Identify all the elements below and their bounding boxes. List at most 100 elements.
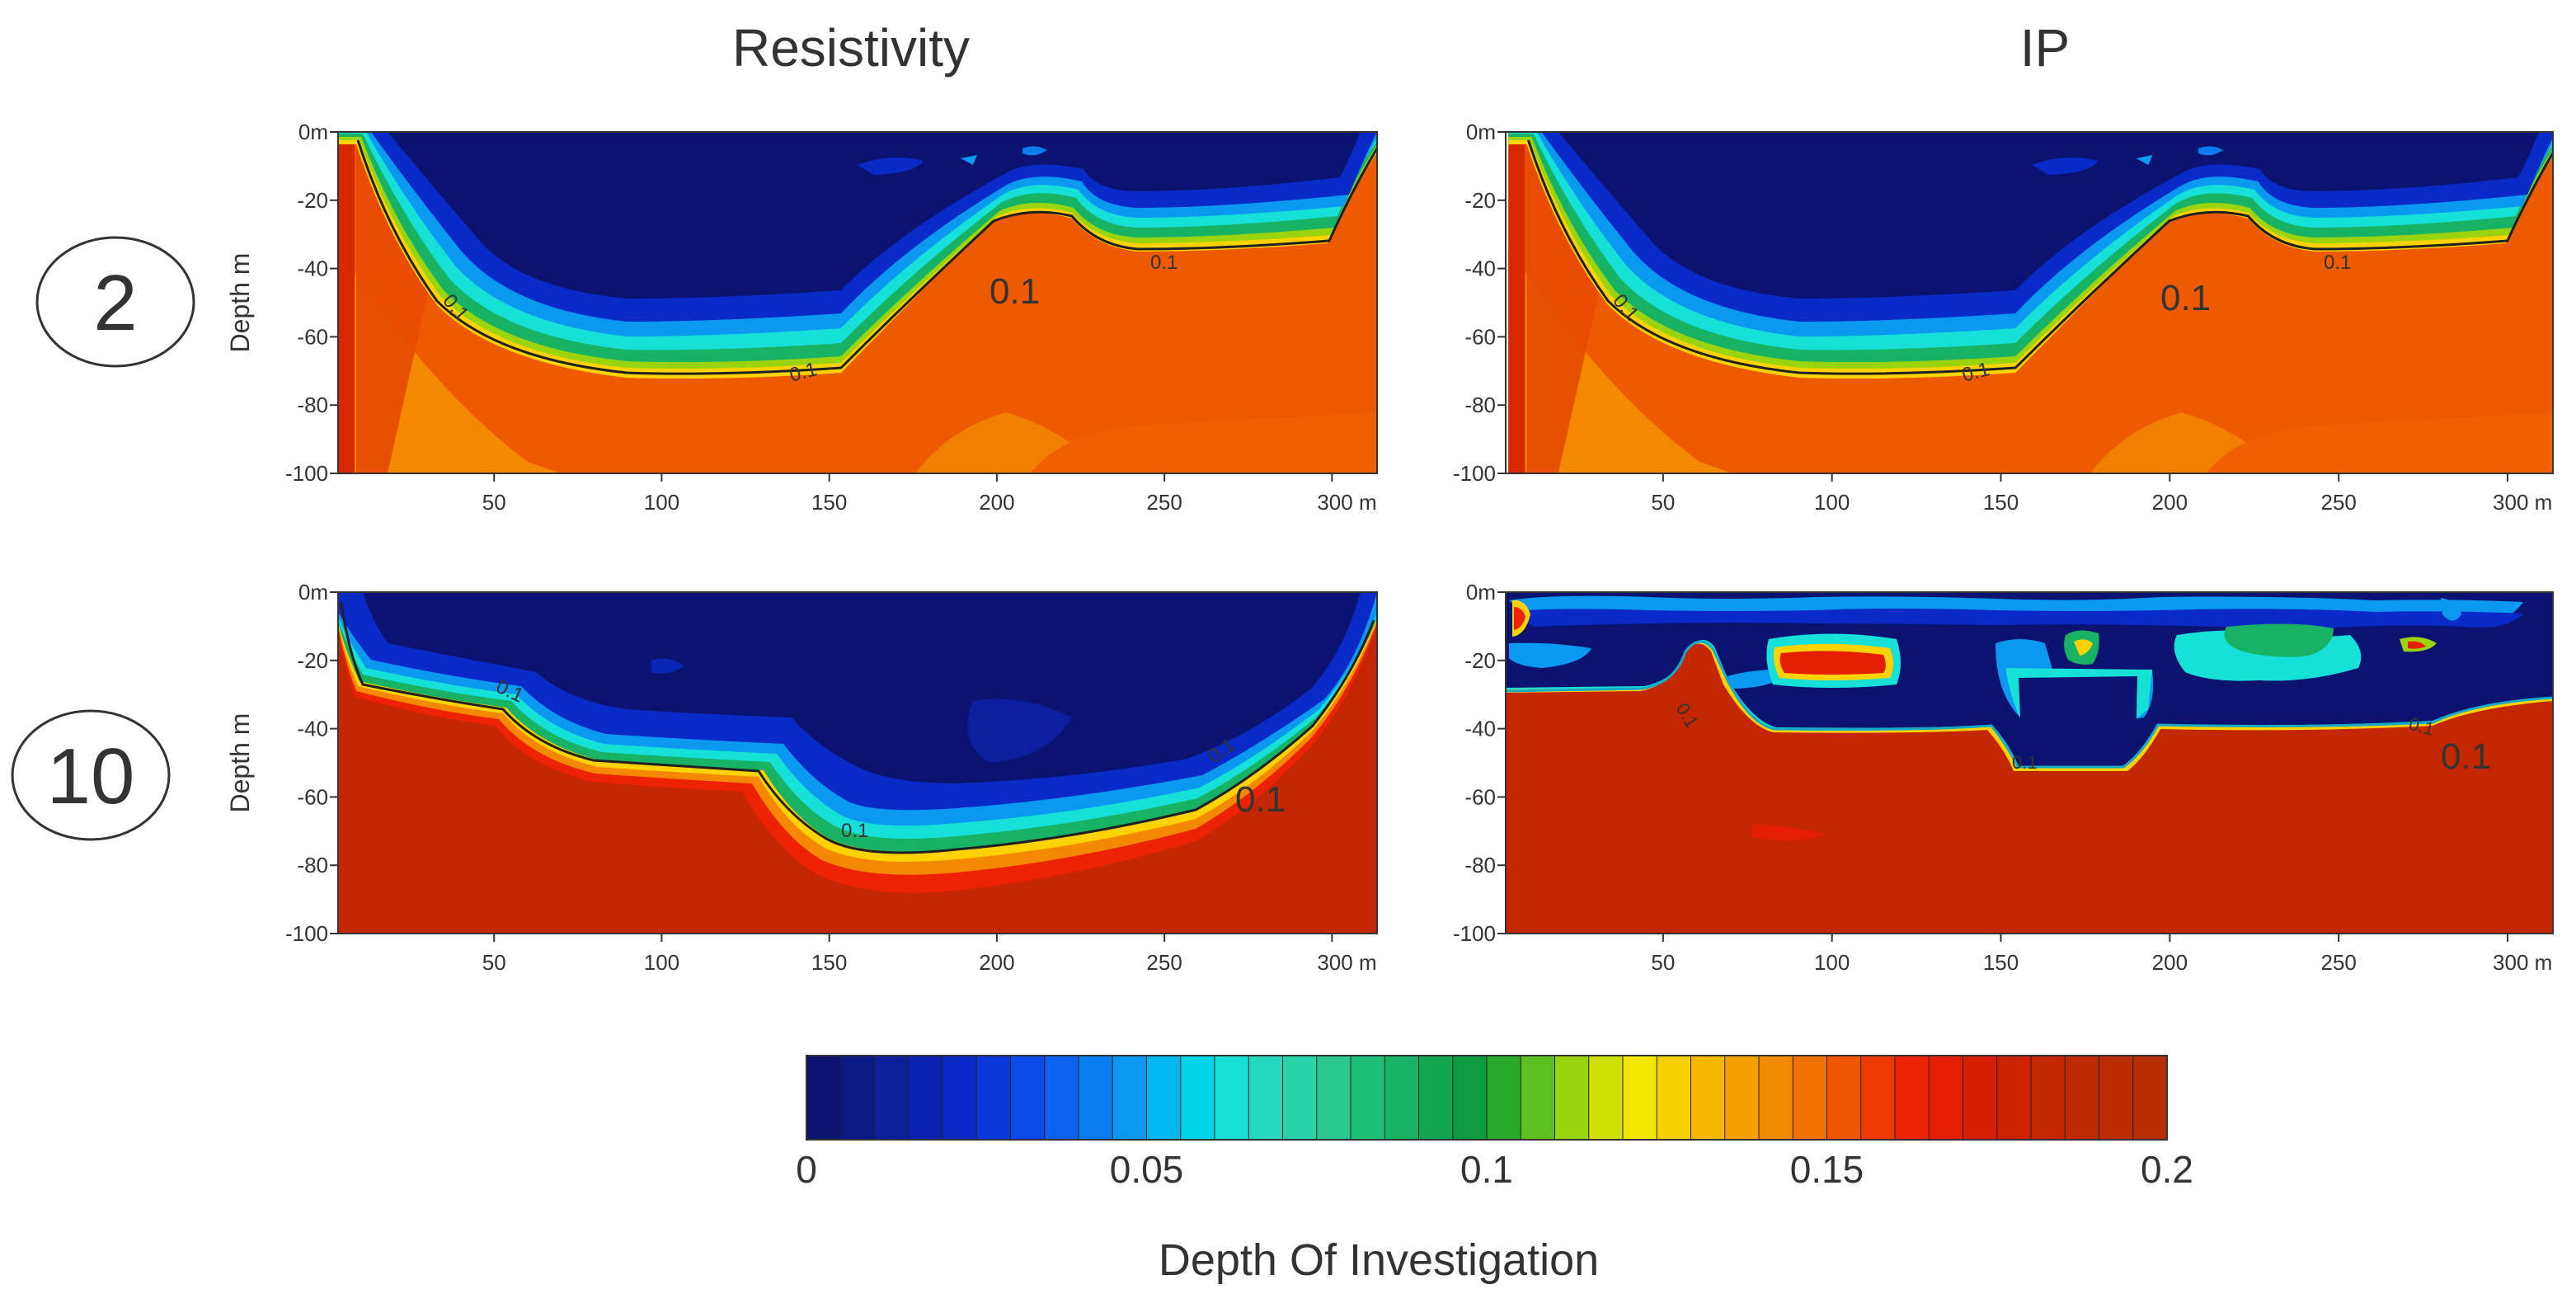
x-tick-label: 100 [644, 950, 679, 975]
annotation-a: 0.1 [990, 271, 1040, 312]
colorbar-swatch [1963, 1055, 1998, 1141]
y-axis-label-a: Depth m [225, 253, 255, 353]
colorbar-swatch [1792, 1055, 1828, 1141]
contour-label-a-3: 0.1 [1150, 252, 1178, 274]
colorbar-swatch [1860, 1055, 1896, 1141]
contour-line-0.1-d [1506, 640, 2553, 769]
y-tick-label: -60 [297, 324, 328, 349]
x-tick-label: 150 [811, 490, 847, 515]
x-tick-label: 250 [2320, 490, 2356, 515]
colorbar-swatch [1044, 1055, 1079, 1141]
x-tick-label: 200 [2152, 490, 2188, 515]
contour-line-0.1-b [1527, 139, 2553, 375]
colorbar-ticks: 0 0.05 0.1 0.15 0.2 [796, 1148, 2193, 1191]
x-tick-label: 300 m [1317, 950, 1376, 975]
x-tick-label: 50 [482, 490, 506, 515]
y-tick-label: -100 [285, 461, 328, 486]
axes-layer: 0m -20 -40 -60 -80 -100 50 100 150 200 250 300 m 0m -… [285, 120, 2552, 975]
y-tick-label: -60 [297, 784, 328, 809]
colorbar-swatch [1146, 1055, 1182, 1141]
x-tick-label: 100 [1814, 490, 1850, 515]
y-tick-label: 0m [298, 120, 328, 144]
colorbar-swatch [2099, 1055, 2134, 1141]
colorbar: 0 0.05 0.1 0.15 0.2 Depth Of Investigation [796, 1055, 2193, 1285]
row-label-2: 2 [35, 236, 195, 368]
colorbar-swatch [1180, 1055, 1215, 1141]
y-tick-label: -80 [297, 853, 328, 877]
colorbar-tick-label: 0.2 [2141, 1148, 2193, 1191]
colorbar-swatch [839, 1055, 876, 1141]
colorbar-swatch [1996, 1055, 2032, 1141]
x-tick-label: 100 [644, 490, 679, 515]
colorbar-swatch [1078, 1055, 1114, 1141]
column-title-ip: IP [2020, 18, 2070, 78]
x-tick-label: 150 [1983, 490, 2019, 515]
colorbar-swatch [1622, 1055, 1658, 1141]
colorbar-swatch [1452, 1055, 1488, 1141]
annotation-b: 0.1 [2160, 278, 2211, 318]
colorbar-swatch [975, 1055, 1012, 1141]
x-tick-label: 200 [2152, 950, 2188, 975]
colorbar-swatch [1826, 1055, 1862, 1141]
y-tick-label: -40 [297, 717, 328, 741]
x-tick-label: 300 m [1317, 490, 1376, 515]
colorbar-swatch [2132, 1055, 2168, 1141]
colorbar-swatch [1384, 1055, 1420, 1141]
row-label-10: 10 [11, 709, 171, 841]
colorbar-swatch [1758, 1055, 1794, 1141]
colorbar-swatch [1520, 1055, 1556, 1141]
y-tick-label: -60 [1464, 324, 1496, 349]
colorbar-swatch [1214, 1055, 1250, 1141]
x-tick-label: 150 [811, 950, 847, 975]
x-tick-label: 50 [1651, 490, 1675, 515]
y-tick-label: -20 [1464, 188, 1496, 213]
colorbar-swatch [1316, 1055, 1351, 1141]
colorbar-swatch [806, 1055, 842, 1141]
colorbar-swatch [1554, 1055, 1590, 1141]
x-tick-label: 50 [482, 950, 506, 975]
panel-resistivity-2: 0.1 0.1 0.1 0.1 Depth m [225, 131, 1378, 474]
colorbar-swatch [942, 1055, 978, 1141]
colorbar-swatch [874, 1055, 910, 1141]
colorbar-swatch [1112, 1055, 1148, 1141]
x-tick-label: 300 m [2493, 950, 2552, 975]
colorbar-swatch [1894, 1055, 1930, 1141]
x-tick-label: 250 [1146, 950, 1182, 975]
colorbar-swatch [908, 1055, 943, 1141]
y-tick-label: -80 [1464, 393, 1496, 417]
x-tick-label: 300 m [2493, 490, 2552, 515]
colorbar-title: Depth Of Investigation [1159, 1235, 1599, 1285]
colorbar-swatch [1588, 1055, 1624, 1141]
contour-line-0.1-a [356, 139, 1377, 375]
y-tick-label: -80 [1464, 853, 1496, 877]
x-tick-label: 250 [1146, 490, 1182, 515]
x-tick-label: 50 [1651, 950, 1675, 975]
x-tick-label: 200 [979, 950, 1014, 975]
annotation-c: 0.1 [1235, 779, 1286, 820]
y-tick-label: 0m [1466, 580, 1496, 604]
y-tick-label: -20 [297, 188, 328, 213]
column-title-resistivity: Resistivity [732, 18, 970, 78]
colorbar-swatch [1928, 1055, 1964, 1141]
colorbar-swatch [1656, 1055, 1692, 1141]
y-tick-label: -40 [1464, 256, 1496, 281]
colorbar-swatch [1486, 1055, 1522, 1141]
annotation-d: 0.1 [2441, 736, 2491, 777]
y-tick-label: -20 [1464, 648, 1496, 673]
colorbar-swatch [1282, 1055, 1318, 1141]
colorbar-swatch [2030, 1055, 2066, 1141]
colorbar-swatch [1690, 1055, 1726, 1141]
colorbar-swatch [2064, 1055, 2100, 1141]
contour-label-c-2: 0.1 [841, 820, 868, 842]
colorbar-swatch [1248, 1055, 1284, 1141]
colorbar-swatch [1724, 1055, 1760, 1141]
colorbar-swatches [806, 1055, 2168, 1141]
y-tick-label: -20 [297, 648, 328, 673]
contour-label-d-2: 0.1 [2012, 752, 2038, 773]
y-tick-label: -80 [297, 393, 328, 417]
colorbar-swatch [1418, 1055, 1454, 1141]
row-label-10-text: 10 [47, 732, 135, 821]
colorbar-tick-label: 0.1 [1460, 1148, 1513, 1191]
panel-resistivity-10: 0.1 0.1 0.1 0.1 Depth m [225, 591, 1378, 934]
